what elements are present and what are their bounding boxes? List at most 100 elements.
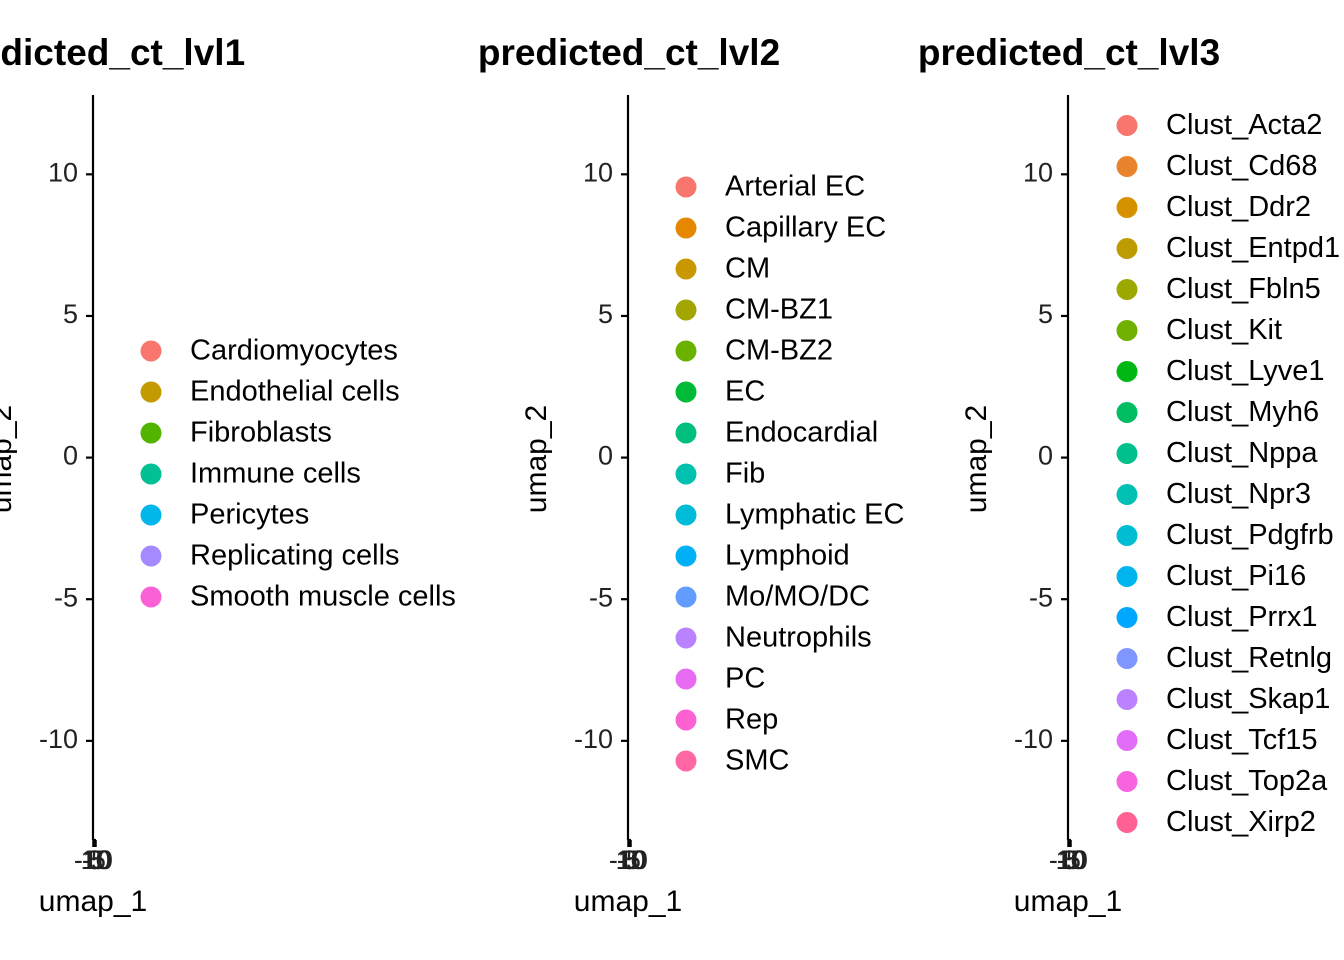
legend-marker — [1116, 320, 1138, 341]
legend-marker — [1116, 525, 1138, 546]
legend-marker — [140, 422, 162, 444]
legend-label: Fibroblasts — [190, 417, 332, 449]
x-tick-label: -10 — [1049, 845, 1088, 875]
x-tick-label: 0 — [622, 845, 637, 875]
panel: predicted_ct_lvl3-10-50510-10-50510umap_… — [918, 32, 1340, 918]
legend-label: Clust_Tcf15 — [1166, 724, 1318, 756]
chart-title: predicted_ct_lvl1 — [0, 32, 245, 73]
y-tick-label: -5 — [54, 582, 78, 612]
legend-label: CM — [725, 253, 770, 285]
y-axis-label: umap_2 — [520, 405, 553, 513]
legend-marker — [1116, 443, 1138, 464]
legend-marker — [675, 217, 697, 239]
x-tick-label: 5 — [623, 845, 638, 875]
legend-marker — [675, 340, 697, 362]
y-tick-label: -10 — [574, 724, 613, 754]
legend-label: Clust_Fbln5 — [1166, 273, 1321, 305]
legend-label: PC — [725, 663, 765, 695]
legend-marker — [1116, 484, 1138, 505]
x-axis-label: umap_1 — [1014, 885, 1122, 918]
chart-title: predicted_ct_lvl3 — [918, 32, 1220, 73]
y-tick-label: -5 — [589, 582, 613, 612]
legend-marker — [1116, 238, 1138, 259]
y-tick-label: 0 — [1038, 441, 1053, 471]
x-tick-label: -5 — [82, 845, 106, 875]
legend-label: Clust_Retnlg — [1166, 642, 1332, 674]
y-tick-label: -10 — [1014, 724, 1053, 754]
legend-marker — [140, 381, 162, 403]
legend-label: Clust_Kit — [1166, 314, 1282, 346]
legend-label: Smooth muscle cells — [190, 581, 456, 613]
y-tick-label: 0 — [598, 441, 613, 471]
legend-label: Clust_Skap1 — [1166, 683, 1330, 715]
legend-label: Capillary EC — [725, 212, 886, 244]
legend-marker — [675, 422, 697, 444]
legend-marker — [675, 627, 697, 649]
legend-marker — [1116, 607, 1138, 628]
x-tick-label: 5 — [1063, 845, 1078, 875]
legend-marker — [1116, 402, 1138, 423]
legend-marker — [675, 176, 697, 198]
legend-label: Endocardial — [725, 417, 878, 449]
legend-label: Clust_Top2a — [1166, 765, 1328, 797]
x-tick-label: 0 — [1062, 845, 1077, 875]
y-axis-label: umap_2 — [960, 405, 993, 513]
legend-marker — [1116, 197, 1138, 218]
legend-label: Replicating cells — [190, 540, 400, 572]
x-axis-label: umap_1 — [574, 885, 682, 918]
legend-label: Clust_Entpd1 — [1166, 232, 1340, 264]
legend-label: Clust_Xirp2 — [1166, 806, 1316, 838]
legend-label: SMC — [725, 745, 789, 777]
legend-label: EC — [725, 376, 765, 408]
y-axis-label: umap_2 — [0, 405, 18, 513]
legend-marker — [675, 586, 697, 608]
legend-label: Clust_Pi16 — [1166, 560, 1306, 592]
y-tick-label: 0 — [63, 441, 78, 471]
y-tick-label: 10 — [1023, 157, 1053, 187]
legend-label: Clust_Acta2 — [1166, 109, 1322, 141]
y-tick-label: 5 — [598, 299, 613, 329]
legend-label: Lymphatic EC — [725, 499, 904, 531]
y-tick-label: -10 — [39, 724, 78, 754]
legend-marker — [675, 463, 697, 485]
legend-label: Lymphoid — [725, 540, 850, 572]
legend-marker — [1116, 279, 1138, 300]
legend-label: CM-BZ2 — [725, 335, 833, 367]
x-tick-label: 10 — [616, 845, 646, 875]
legend-label: Endothelial cells — [190, 376, 400, 408]
legend-marker — [1116, 771, 1138, 792]
y-tick-label: -5 — [1029, 582, 1053, 612]
legend-marker — [675, 504, 697, 526]
legend-label: Clust_Cd68 — [1166, 150, 1318, 182]
legend-marker — [1116, 156, 1138, 177]
legend-marker — [675, 545, 697, 567]
legend-label: Pericytes — [190, 499, 309, 531]
legend-label: Clust_Npr3 — [1166, 478, 1311, 510]
legend-marker — [675, 381, 697, 403]
legend-marker — [1116, 689, 1138, 710]
y-tick-label: 10 — [583, 157, 613, 187]
legend-marker — [675, 750, 697, 772]
x-tick-label: -5 — [1057, 845, 1081, 875]
legend-marker — [1116, 115, 1138, 136]
legend-marker — [140, 504, 162, 526]
legend-marker — [140, 586, 162, 608]
x-tick-label: 10 — [1056, 845, 1086, 875]
legend-label: Clust_Prrx1 — [1166, 601, 1318, 633]
legend-label: Clust_Nppa — [1166, 437, 1318, 469]
x-tick-label: 0 — [87, 845, 102, 875]
x-tick-label: 10 — [81, 845, 111, 875]
x-tick-label: -10 — [609, 845, 648, 875]
legend-marker — [675, 668, 697, 690]
x-tick-label: 5 — [88, 845, 103, 875]
x-tick-label: -5 — [617, 845, 641, 875]
legend-label: Rep — [725, 704, 778, 736]
legend-label: Neutrophils — [725, 622, 872, 654]
legend-label: Clust_Pdgfrb — [1166, 519, 1334, 551]
legend-marker — [675, 299, 697, 321]
legend-marker — [140, 545, 162, 567]
legend-marker — [1116, 566, 1138, 587]
legend-label: Cardiomyocytes — [190, 335, 398, 367]
